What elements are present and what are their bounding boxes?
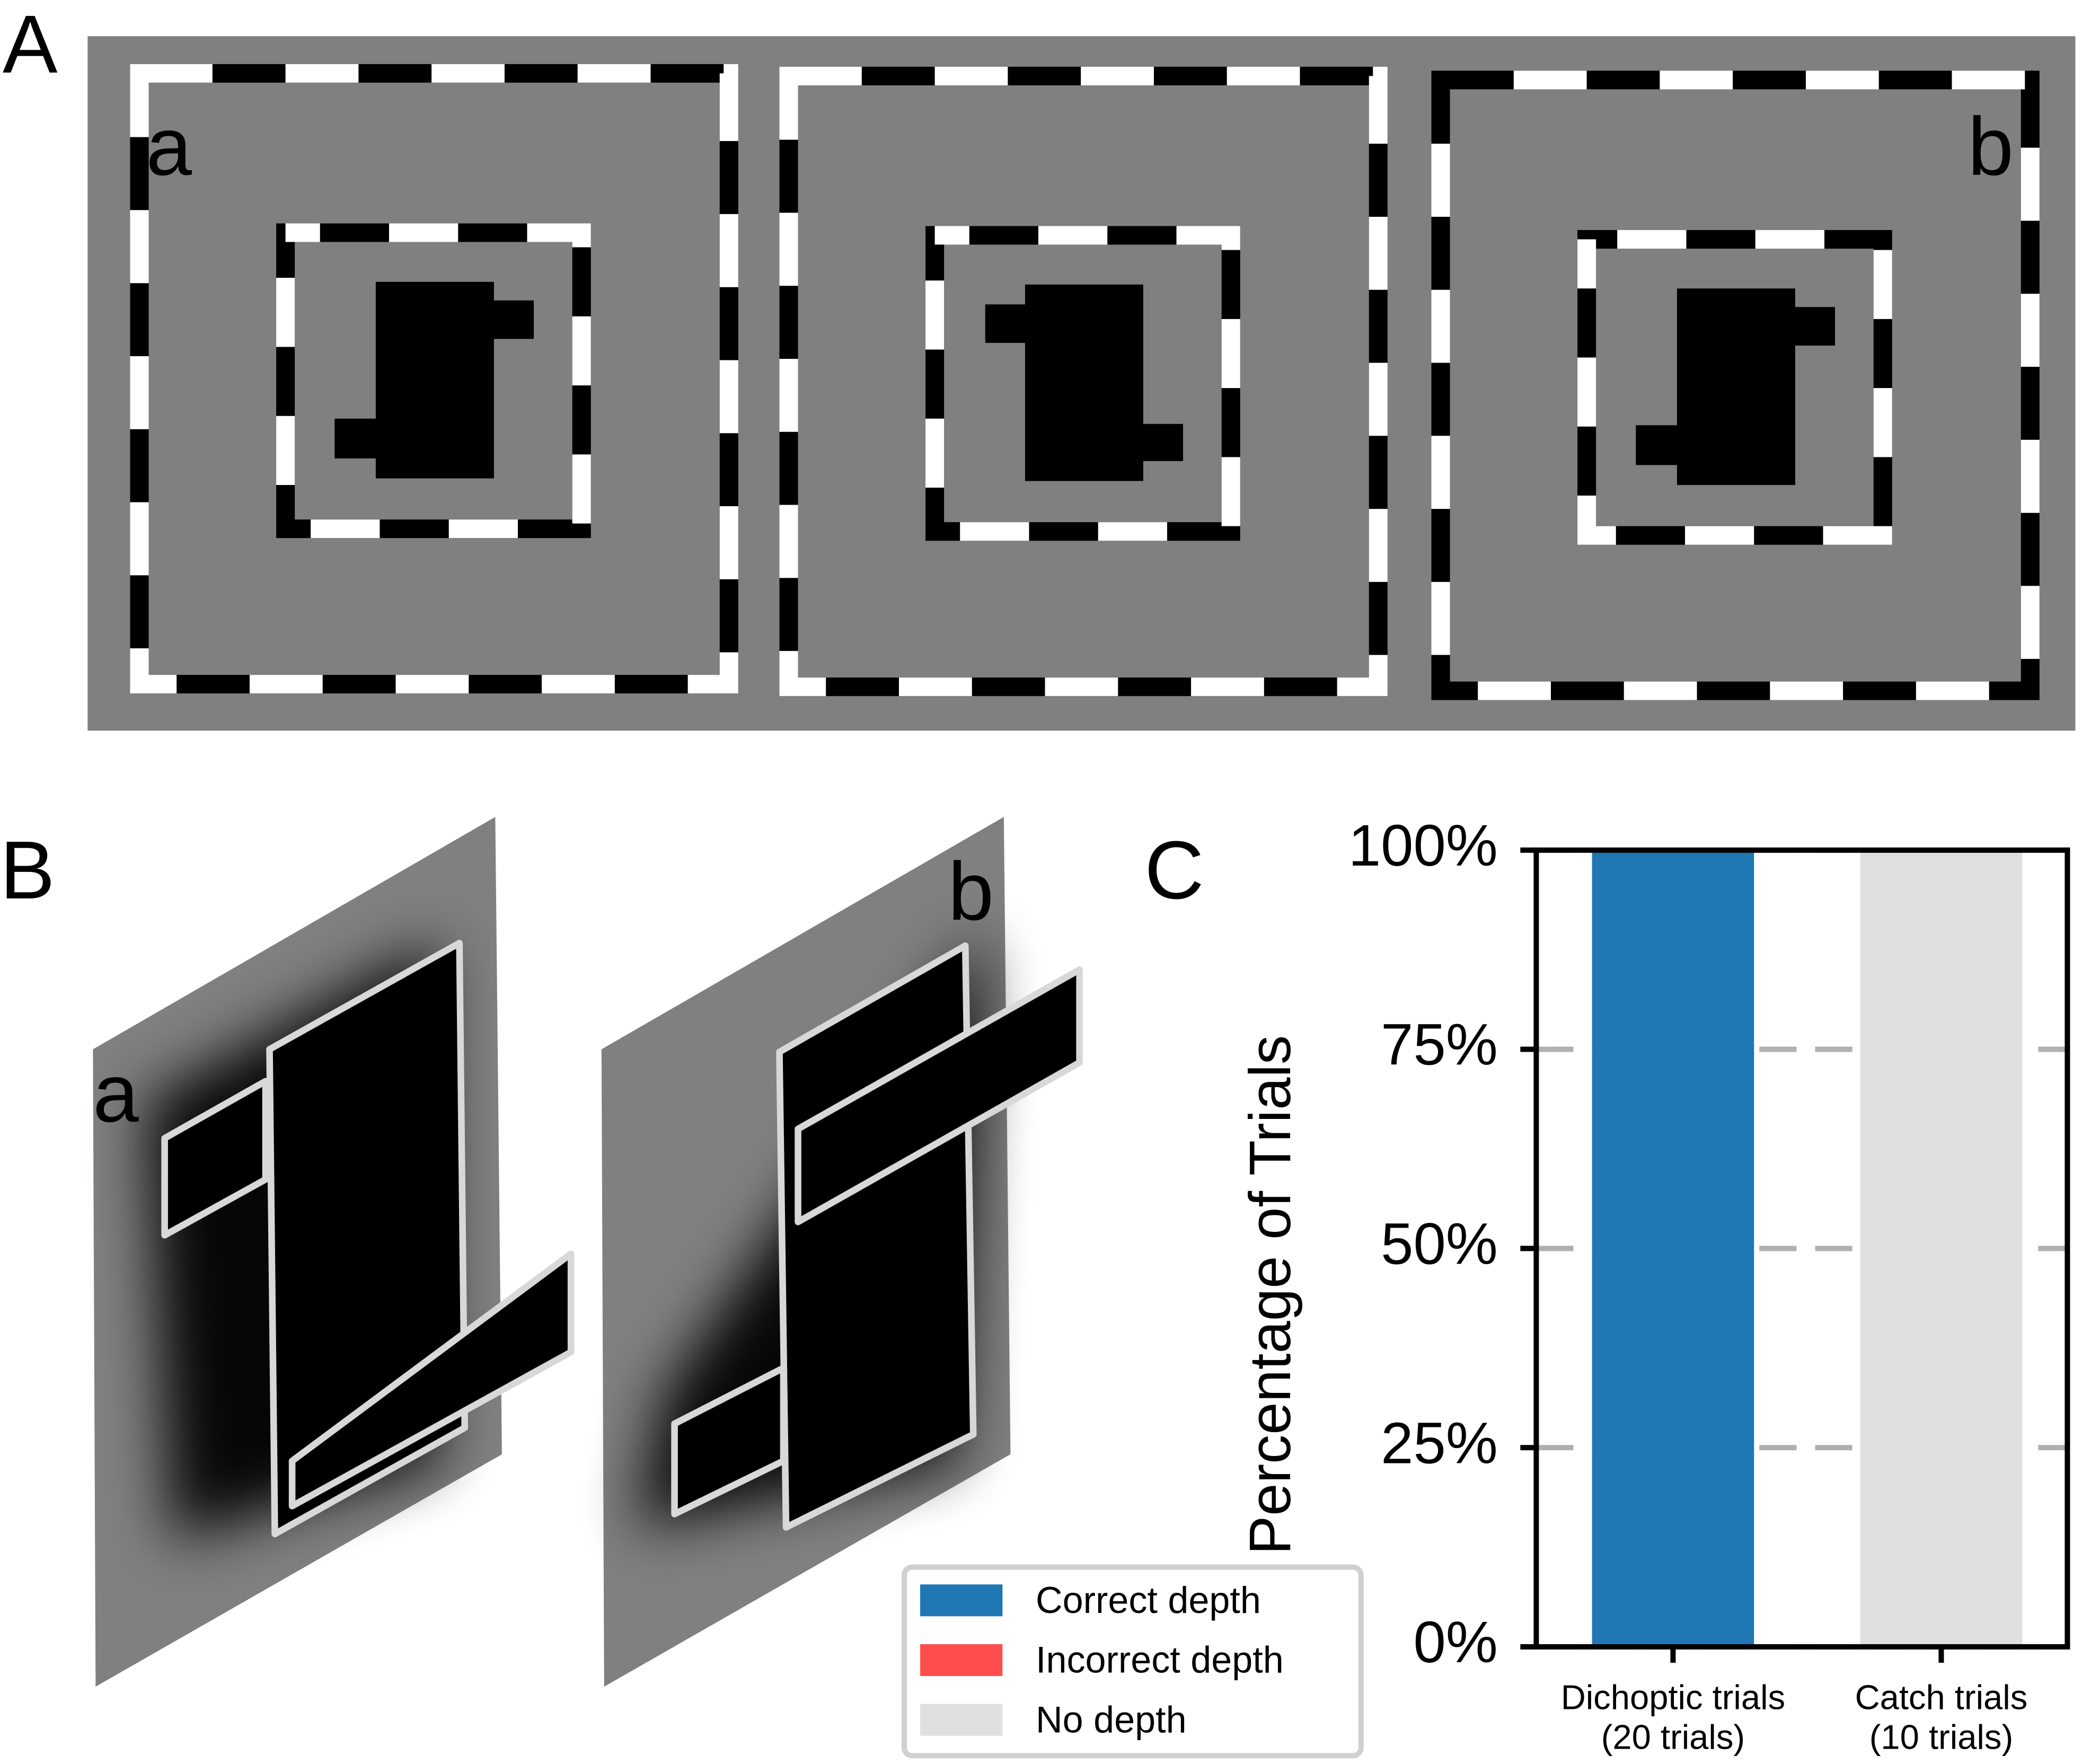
legend-swatch [920,1584,1003,1617]
x-tick-label: Dichoptic trials [1561,1678,1785,1716]
frame-border [779,66,1388,696]
frame-border [130,64,738,694]
legend-swatch [920,1644,1003,1677]
bar-segment [1592,850,1754,1647]
y-tick-label: 100% [1348,813,1498,878]
legend-label: Correct depth [1036,1580,1261,1621]
stereo-bar [161,1078,269,1239]
legend-box [901,1564,1364,1759]
panel-c: 0% 25% 50% 75% 100% Percentage of Trials Dicho… [1238,813,2070,1756]
frame-border [1577,230,1892,545]
sub-label: b [948,845,994,937]
frame-border [925,226,1240,541]
frame-border [276,223,591,539]
y-tick-label: 25% [1381,1410,1498,1476]
panel-label: A [3,0,58,90]
stereo-bar [776,942,977,1531]
target-shape [1636,288,1836,485]
x-tick-label: Catch trials [1855,1678,2028,1716]
stereo-bar [795,966,1083,1225]
target-shape [985,284,1184,481]
y-tick-label: 75% [1381,1012,1498,1078]
bar-segment [1860,850,2023,1647]
x-tick-label: (20 trials) [1601,1717,1745,1756]
legend-swatch [920,1704,1003,1736]
panel-b: ab [93,817,1083,1687]
panel-label: C [1144,824,1204,916]
y-axis-label: Percentage of Trials [1238,1035,1303,1555]
legend-label: Incorrect depth [1036,1639,1284,1681]
sub-label: b [1968,100,2014,192]
stereo-bar [288,1250,575,1510]
panel-label: B [0,824,55,916]
x-tick-label: (10 trials) [1869,1717,2013,1756]
legend-label: No depth [1036,1699,1187,1740]
frame-border [1431,70,2040,700]
sub-label: a [93,1047,139,1139]
plot-frame [1533,847,2070,1650]
sub-label: a [146,100,192,192]
target-shape [334,281,534,479]
y-tick-label: 50% [1381,1212,1498,1277]
y-tick-label: 0% [1413,1610,1497,1675]
